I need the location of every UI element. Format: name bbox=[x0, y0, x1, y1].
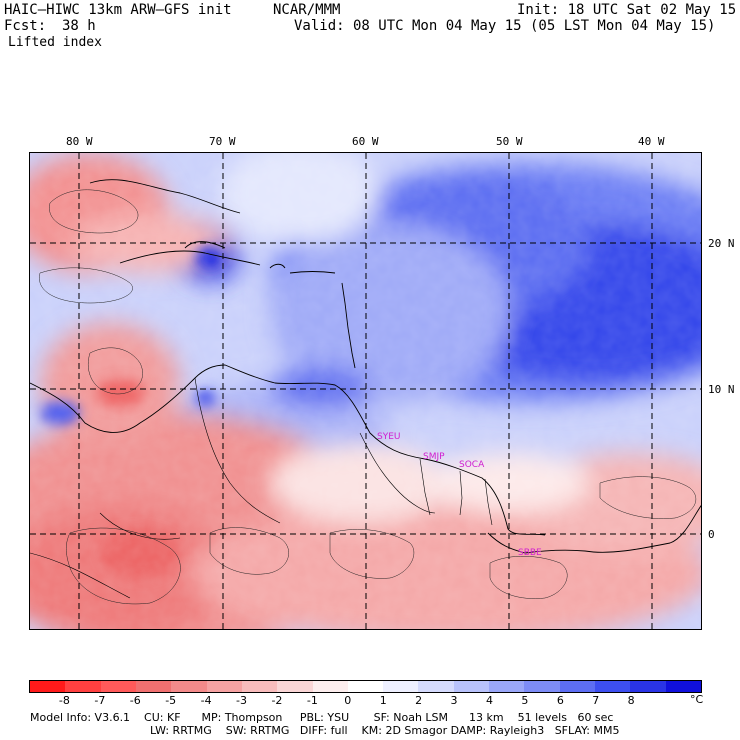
colorbar bbox=[29, 680, 702, 693]
valid-time: Valid: 08 UTC Mon 04 May 15 (05 LST Mon … bbox=[294, 18, 716, 34]
field-texture bbox=[30, 153, 701, 629]
colorbar-tick-label: -4 bbox=[200, 694, 212, 707]
colorbar-swatch bbox=[241, 681, 278, 692]
colorbar-swatch bbox=[383, 681, 419, 692]
colorbar-tick-label: -1 bbox=[306, 694, 318, 707]
colorbar-swatch bbox=[418, 681, 454, 692]
colorbar-swatch bbox=[524, 681, 560, 692]
colorbar-tick-label: 6 bbox=[556, 694, 564, 707]
colorbar-swatch bbox=[595, 681, 631, 692]
colorbar-swatch bbox=[30, 681, 66, 692]
li-contours bbox=[39, 189, 697, 605]
latlon-grid bbox=[30, 153, 701, 629]
lifted-index-map bbox=[29, 152, 702, 630]
lat-label-20n: 20 N bbox=[708, 237, 735, 250]
lon-label-60w: 60 W bbox=[352, 135, 379, 148]
colorbar-tick-label: 2 bbox=[415, 694, 423, 707]
colorbar-swatch bbox=[135, 681, 172, 692]
forecast-hour: 38 h bbox=[62, 18, 96, 34]
colorbar-swatch bbox=[665, 681, 701, 692]
colorbar-swatch bbox=[277, 681, 313, 692]
colorbar-unit: °C bbox=[690, 693, 704, 706]
coastlines bbox=[30, 179, 701, 554]
init-time: Init: 18 UTC Sat 02 May 15 bbox=[517, 2, 737, 18]
colorbar-swatch bbox=[630, 681, 666, 692]
colorbar-swatch bbox=[65, 681, 101, 692]
colorbar-tick-label: -5 bbox=[165, 694, 177, 707]
colorbar-tick-label: 8 bbox=[627, 694, 635, 707]
lon-label-50w: 50 W bbox=[496, 135, 523, 148]
field-name: Lifted index bbox=[8, 35, 102, 50]
station-label: SBBE bbox=[518, 548, 542, 558]
colorbar-swatch bbox=[206, 681, 242, 692]
colorbar-swatch bbox=[100, 681, 136, 692]
lon-label-40w: 40 W bbox=[638, 135, 665, 148]
lon-label-80w: 80 W bbox=[66, 135, 93, 148]
colorbar-tick-label: 7 bbox=[592, 694, 600, 707]
colorbar-tick-label: 0 bbox=[344, 694, 352, 707]
colorbar-tick-label: -2 bbox=[271, 694, 283, 707]
colorbar-tick-label: 3 bbox=[450, 694, 458, 707]
colorbar-tick-label: -6 bbox=[129, 694, 141, 707]
colorbar-swatch bbox=[171, 681, 207, 692]
colorbar-swatch bbox=[453, 681, 490, 692]
model-info-line1: Model Info: V3.6.1 CU: KF MP: Thompson P… bbox=[30, 711, 614, 724]
country-borders bbox=[30, 377, 493, 599]
colorbar-swatch bbox=[347, 681, 384, 692]
colorbar-tick-label: 1 bbox=[379, 694, 387, 707]
station-label: SOCA bbox=[459, 460, 485, 470]
station-label: SYEU bbox=[377, 432, 401, 442]
colorbar-tick-label: -3 bbox=[236, 694, 247, 707]
lon-label-70w: 70 W bbox=[209, 135, 236, 148]
colorbar-swatch bbox=[559, 681, 595, 692]
model-info-line2: LW: RRTMG SW: RRTMG DIFF: full KM: 2D Sm… bbox=[150, 724, 620, 737]
colorbar-tick-label: -8 bbox=[58, 694, 70, 707]
colorbar-swatch bbox=[312, 681, 348, 692]
model-title: HAIC–HIWC 13km ARW–GFS init bbox=[4, 2, 232, 18]
colorbar-swatch bbox=[489, 681, 525, 692]
colorbar-tick-label: 4 bbox=[485, 694, 493, 707]
colorbar-tick-label: -7 bbox=[94, 694, 106, 707]
colorbar-tick-label: 5 bbox=[521, 694, 529, 707]
lat-label-0: 0 bbox=[708, 528, 715, 541]
map-field-svg bbox=[30, 153, 701, 629]
station-label: SMJP bbox=[423, 452, 445, 462]
org-label: NCAR/MMM bbox=[273, 2, 341, 18]
lat-label-10n: 10 N bbox=[708, 383, 735, 396]
forecast-label: Fcst: bbox=[4, 18, 47, 34]
